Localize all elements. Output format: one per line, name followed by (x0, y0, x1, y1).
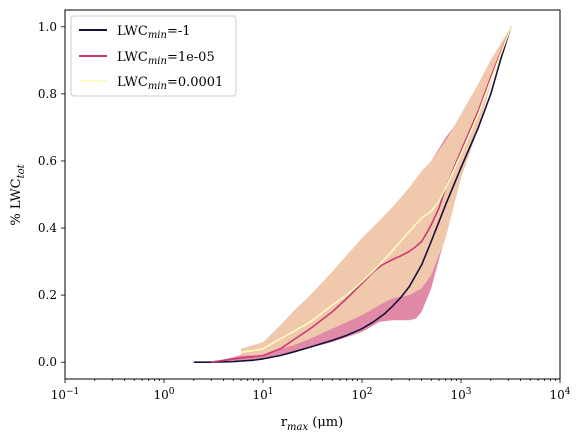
y-tick-label: 1.0 (38, 20, 57, 34)
line-series-3 (240, 26, 512, 353)
lines-layer (193, 26, 512, 364)
x-tick-label: 104 (549, 387, 570, 402)
legend: LWCmin=-1 LWCmin=1e-05 LWCmin=0.0001 (70, 15, 237, 97)
band-series-3 (241, 26, 511, 356)
plot-frame (64, 9, 561, 380)
bands-layer (211, 26, 511, 363)
legend-label-3: LWCmin=0.0001 (117, 75, 223, 92)
y-axis-label: % LWCtot (9, 163, 27, 225)
x-tick-label: 10−1 (51, 387, 80, 402)
legend-label-1: LWCmin=-1 (117, 24, 191, 41)
y-tick-label: 0.8 (38, 87, 57, 101)
x-axis-ticks: 10−1 100 101 102 103 104 (51, 379, 571, 402)
x-tick-label: 103 (450, 387, 471, 402)
y-tick-label: 0.6 (38, 154, 57, 168)
y-tick-label: 0.0 (38, 355, 57, 369)
x-tick-label: 101 (252, 387, 273, 402)
y-tick-label: 0.4 (38, 221, 57, 235)
y-tick-label: 0.2 (38, 288, 57, 302)
legend-label-2: LWCmin=1e-05 (117, 50, 215, 67)
x-axis-label: rmax (μm) (281, 415, 343, 433)
legend-box (70, 15, 237, 97)
x-tick-label: 100 (153, 387, 174, 402)
y-axis-ticks: 0.0 0.2 0.4 0.6 0.8 1.0 (38, 20, 65, 369)
line-series-1 (193, 26, 512, 364)
x-tick-label: 102 (351, 387, 372, 402)
